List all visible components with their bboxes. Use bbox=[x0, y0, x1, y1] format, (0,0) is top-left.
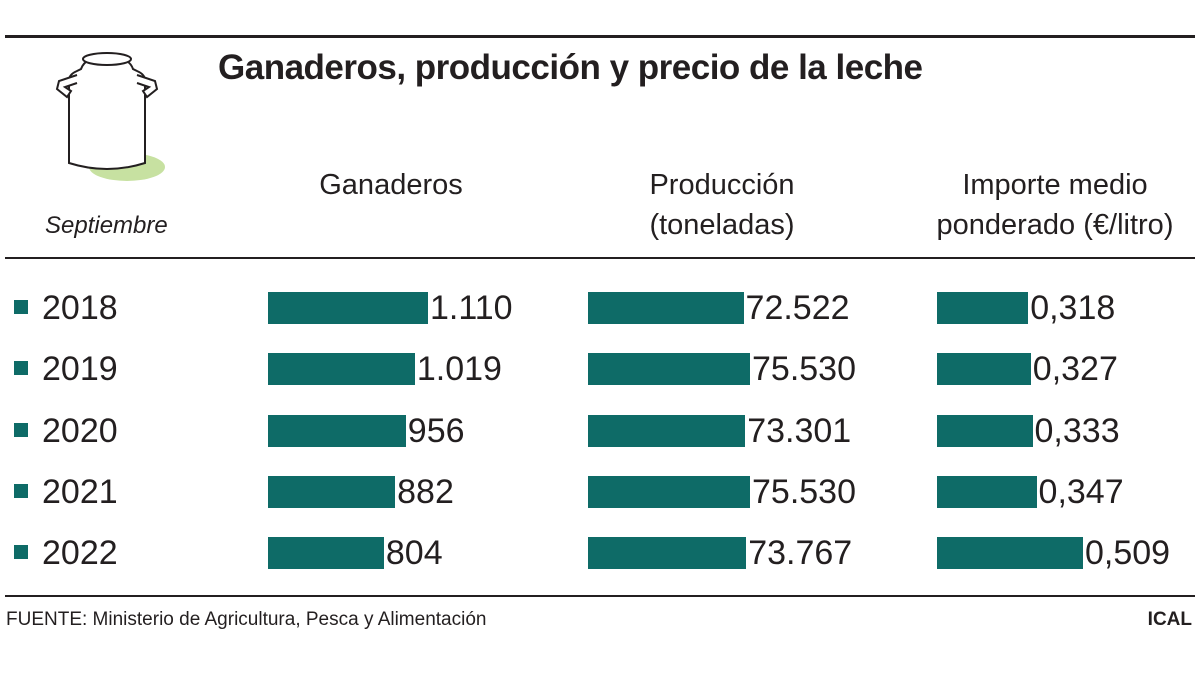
value-label: 0,509 bbox=[1085, 534, 1171, 573]
row-label: 2018 bbox=[42, 289, 118, 327]
legend-square bbox=[14, 422, 28, 437]
legend-square bbox=[14, 361, 28, 376]
value-label: 0,327 bbox=[1032, 350, 1118, 389]
row-label: 2021 bbox=[42, 472, 118, 511]
bar bbox=[588, 292, 744, 324]
bar bbox=[268, 537, 384, 570]
value-label: 1.110 bbox=[430, 289, 513, 327]
bar bbox=[268, 475, 396, 508]
bar bbox=[937, 475, 1037, 508]
value-label: 1.019 bbox=[416, 350, 502, 389]
value-label: 75.530 bbox=[752, 350, 856, 389]
bar bbox=[268, 414, 406, 447]
bar bbox=[588, 475, 750, 508]
legend-square bbox=[14, 545, 28, 560]
bar bbox=[268, 353, 415, 386]
bar bbox=[937, 537, 1083, 570]
milk-can-icon bbox=[55, 52, 165, 181]
legend-square bbox=[14, 300, 28, 314]
header-rule bbox=[5, 257, 1195, 259]
bottom-rule bbox=[5, 595, 1195, 597]
value-label: 956 bbox=[407, 411, 465, 450]
value-label: 804 bbox=[385, 534, 443, 573]
top-rule bbox=[5, 35, 1195, 38]
bar bbox=[588, 353, 750, 386]
bar bbox=[268, 292, 428, 324]
bar bbox=[937, 353, 1031, 386]
row-label: 2019 bbox=[42, 350, 118, 389]
value-label: 0,333 bbox=[1034, 411, 1120, 450]
credit: ICAL bbox=[1147, 609, 1192, 630]
bar bbox=[588, 414, 746, 447]
bar bbox=[588, 537, 747, 570]
source: FUENTE: Ministerio de Agricultura, Pesca… bbox=[6, 609, 487, 630]
subtitle: Septiembre bbox=[45, 212, 168, 239]
value-label: 882 bbox=[397, 472, 454, 511]
value-label: 0,347 bbox=[1038, 472, 1124, 511]
row-label: 2020 bbox=[42, 411, 118, 450]
column-header: Importe medio ponderado (€/litro) bbox=[936, 169, 1174, 241]
bar bbox=[937, 292, 1029, 324]
title: Ganaderos, producción y precio de la lec… bbox=[218, 48, 923, 87]
column-header: Producción (toneladas) bbox=[649, 169, 795, 241]
value-label: 72.522 bbox=[745, 289, 850, 327]
value-label: 75.530 bbox=[752, 472, 856, 511]
value-label: 73.767 bbox=[748, 534, 853, 573]
value-label: 0,318 bbox=[1030, 289, 1116, 327]
legend-square bbox=[14, 483, 28, 498]
bar bbox=[937, 414, 1033, 447]
column-header: Ganaderos bbox=[319, 169, 463, 201]
value-label: 73.301 bbox=[747, 411, 852, 450]
row-label: 2022 bbox=[42, 534, 118, 573]
